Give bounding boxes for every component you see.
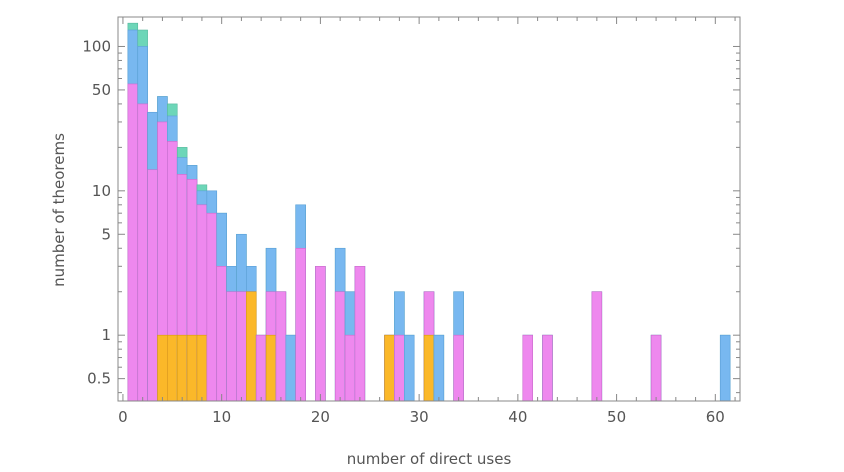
y-axis-title: number of theorems bbox=[50, 133, 68, 287]
ticks-layer: 0 10 20 30 40 50 60 0.5 1 5 10 50 100 bbox=[82, 17, 740, 426]
bar-magenta-x12 bbox=[236, 291, 247, 402]
x-tick-label: 50 bbox=[607, 408, 626, 426]
bar-magenta-x2 bbox=[137, 103, 148, 402]
y-tick-label: 50 bbox=[92, 81, 111, 99]
bar-orange-x6 bbox=[176, 334, 188, 402]
bar-orange-x7 bbox=[186, 334, 198, 402]
bar-orange-x5 bbox=[167, 334, 178, 402]
bar-orange-x27 bbox=[384, 334, 395, 402]
bar-orange-x8 bbox=[196, 334, 208, 402]
bar-magenta-x18 bbox=[295, 247, 306, 402]
bar-orange-x31 bbox=[423, 334, 435, 402]
y-tick-label: 0.5 bbox=[87, 370, 111, 388]
bar-magenta-x24 bbox=[354, 266, 366, 402]
y-tick-label: 100 bbox=[82, 37, 111, 55]
plot-frame bbox=[117, 16, 741, 402]
x-tick-label: 60 bbox=[706, 408, 725, 426]
x-tick-label: 10 bbox=[212, 408, 231, 426]
bar-orange-x4 bbox=[157, 334, 168, 402]
bar-magenta-x48 bbox=[591, 291, 603, 402]
x-tick-label: 0 bbox=[118, 408, 128, 426]
bar-magenta-x16 bbox=[275, 291, 287, 402]
x-tick-label: 30 bbox=[410, 408, 429, 426]
bar-magenta-x54 bbox=[650, 334, 662, 402]
x-tick-label: 40 bbox=[508, 408, 527, 426]
bar-blue-x61 bbox=[719, 334, 731, 402]
bar-blue-x32 bbox=[433, 334, 445, 402]
y-tick-label: 1 bbox=[101, 326, 111, 344]
bar-orange-x13 bbox=[246, 291, 257, 402]
bar-magenta-x34 bbox=[453, 334, 464, 402]
y-tick-label: 5 bbox=[101, 225, 111, 243]
bar-magenta-x1 bbox=[127, 83, 139, 402]
x-axis-title: number of direct uses bbox=[347, 450, 512, 468]
bar-magenta-x14 bbox=[255, 334, 267, 402]
bar-blue-x17 bbox=[285, 334, 297, 402]
bar-magenta-x11 bbox=[226, 291, 237, 402]
bar-magenta-x22 bbox=[334, 291, 346, 402]
bar-magenta-x28 bbox=[394, 334, 405, 402]
bar-orange-x15 bbox=[265, 334, 277, 402]
bar-magenta-x9 bbox=[206, 212, 218, 402]
bar-magenta-x41 bbox=[522, 334, 533, 402]
bar-magenta-x3 bbox=[147, 169, 158, 402]
bar-magenta-x43 bbox=[542, 334, 553, 402]
bar-blue-x29 bbox=[404, 334, 415, 402]
bars-layer bbox=[127, 22, 731, 402]
bar-magenta-x23 bbox=[344, 334, 356, 402]
bar-magenta-x10 bbox=[216, 266, 227, 402]
bar-magenta-x20 bbox=[315, 266, 326, 402]
y-tick-label: 10 bbox=[92, 182, 111, 200]
x-tick-label: 20 bbox=[311, 408, 330, 426]
